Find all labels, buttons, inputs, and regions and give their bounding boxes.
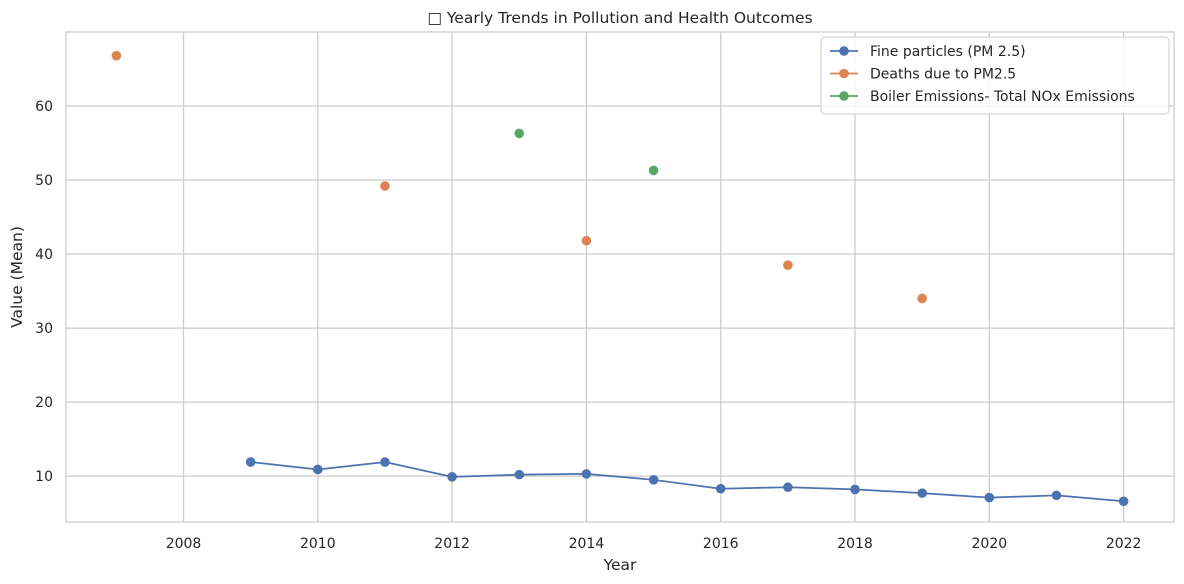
x-tick-label: 2012 (434, 536, 470, 552)
legend-box (820, 36, 1170, 115)
chart-title: □ Yearly Trends in Pollution and Health … (427, 9, 812, 27)
y-tick-label: 10 (35, 469, 53, 485)
data-point (313, 464, 323, 475)
legend-label: Boiler Emissions- Total NOx Emissions (870, 89, 1135, 105)
plot-frame (65, 31, 1175, 523)
legend-marker (839, 91, 849, 101)
series-2 (111, 50, 927, 304)
y-axis-label: Value (Mean) (8, 226, 26, 328)
data-point (648, 475, 659, 485)
data-point (917, 293, 927, 304)
x-axis-label: Year (603, 556, 637, 574)
series-3 (514, 128, 659, 176)
x-tick-label: 2018 (837, 536, 873, 552)
data-point (984, 492, 995, 503)
x-axis-ticks: 2008 2010 2012 2014 2016 2018 2020 2022 (166, 536, 1142, 552)
series-1 (245, 457, 1129, 507)
data-point (380, 181, 390, 191)
data-point (1118, 496, 1129, 507)
data-point (783, 260, 793, 270)
data-point (514, 128, 525, 139)
data-point (648, 165, 659, 176)
data-point (380, 457, 390, 467)
y-tick-label: 40 (35, 247, 53, 263)
data-point (783, 482, 793, 493)
x-tick-label: 2014 (569, 536, 605, 552)
legend-marker (839, 68, 849, 79)
series-line (250, 461, 1124, 503)
x-tick-label: 2020 (972, 536, 1008, 552)
y-tick-label: 30 (35, 321, 53, 337)
y-tick-label: 60 (35, 99, 53, 115)
x-tick-label: 2016 (703, 536, 739, 552)
data-point (1051, 490, 1062, 501)
data-point (715, 483, 726, 494)
x-tick-label: 2008 (166, 536, 202, 552)
y-tick-label: 50 (35, 173, 53, 189)
data-point (514, 469, 525, 480)
legend-label: Deaths due to PM2.5 (870, 67, 1016, 83)
series-group (111, 50, 1129, 507)
y-axis-ticks: 10 20 30 40 50 60 (35, 99, 53, 485)
legend-item: Deaths due to PM2.5 (830, 67, 1016, 83)
data-point (581, 235, 592, 246)
legend: Fine particles (PM 2.5) Deaths due to PM2… (820, 36, 1170, 115)
data-point (850, 484, 860, 495)
data-point (111, 50, 122, 61)
x-tick-label: 2022 (1106, 536, 1142, 552)
y-tick-label: 20 (35, 395, 53, 411)
legend-item: Boiler Emissions- Total NOx Emissions (830, 89, 1135, 105)
legend-label: Fine particles (PM 2.5) (870, 44, 1026, 60)
data-point (245, 457, 256, 467)
legend-marker (839, 46, 849, 56)
x-tick-label: 2010 (300, 536, 336, 552)
data-point (581, 469, 592, 479)
data-point (917, 488, 927, 498)
legend-item: Fine particles (PM 2.5) (830, 44, 1026, 60)
data-point (447, 472, 457, 482)
